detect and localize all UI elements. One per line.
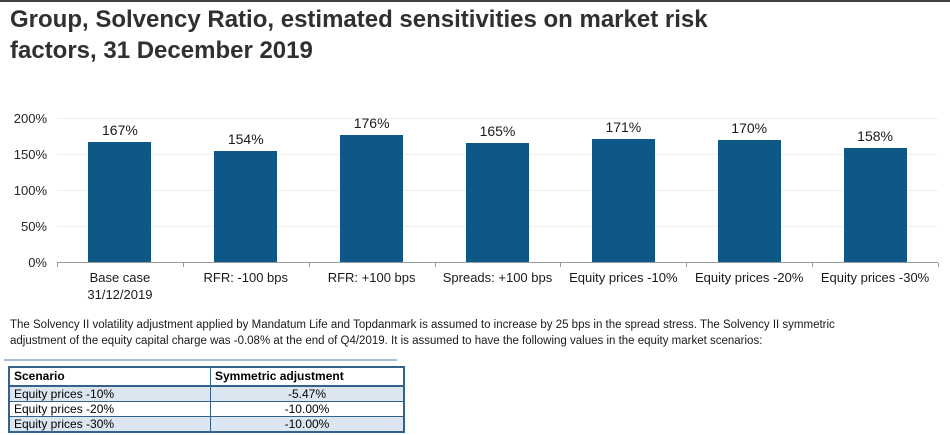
page-title-line-1: Group, Solvency Ratio, estimated sensiti… [10, 6, 708, 33]
symmetric-adjustment-cell: -10.00% [210, 416, 405, 433]
bar-value-label: 158% [857, 128, 893, 145]
scenario-cell: Equity prices -20% [8, 401, 211, 417]
page-title-line-2: factors, 31 December 2019 [10, 37, 313, 64]
bar [717, 139, 781, 262]
bar-value-label: 167% [102, 121, 138, 138]
symmetric-adjustment-table: Scenario Symmetric adjustment Equity pri… [8, 366, 405, 433]
y-axis-tick-label: 0% [28, 254, 47, 270]
table-header-row: Scenario Symmetric adjustment [9, 367, 405, 387]
y-axis-tick-label: 150% [13, 146, 47, 162]
chart-footnote: The Solvency II volatility adjustment ap… [10, 318, 940, 349]
bar [88, 141, 152, 262]
x-axis-tick [57, 263, 58, 267]
x-axis-category-label: RFR: +100 bps [327, 270, 416, 285]
bar-value-label: 165% [479, 123, 516, 140]
scenario-cell: Equity prices -30% [8, 416, 211, 433]
x-axis-tick [686, 263, 688, 267]
x-axis-tick [434, 263, 436, 267]
bar-value-label: 171% [605, 118, 642, 135]
bar-value-label: 154% [227, 131, 264, 148]
bar [843, 148, 907, 262]
bar-value-label: 170% [731, 119, 768, 136]
y-gridline [57, 118, 938, 119]
bar [466, 143, 529, 262]
x-axis-category-label: Equity prices -20% [695, 270, 804, 285]
x-axis-tick [812, 263, 814, 267]
x-axis-category-label: Base case 31/12/2019 [87, 270, 153, 302]
scenario-cell: Equity prices -10% [8, 385, 211, 402]
x-axis-category-label: RFR: -100 bps [203, 270, 289, 285]
symmetric-adjustment-cell: -5.47% [210, 385, 405, 402]
x-axis-tick [560, 263, 562, 267]
x-axis-category-label: Spreads: +100 bps [442, 270, 553, 285]
table-row: Equity prices -20% -10.00% [8, 401, 405, 417]
table-top-rule [4, 359, 397, 361]
x-axis-tick [182, 263, 184, 267]
x-axis-tick [308, 263, 310, 267]
symmetric-adjustment-cell: -10.00% [210, 401, 405, 417]
table-row: Equity prices -30% -10.00% [8, 416, 405, 433]
x-axis-category-label: Equity prices -30% [820, 270, 930, 285]
x-axis-tick [938, 263, 939, 267]
bar [591, 138, 655, 262]
page-top-border [0, 0, 950, 2]
page-title: Group, Solvency Ratio, estimated sensiti… [10, 4, 930, 66]
table-header-scenario: Scenario [9, 367, 211, 387]
x-axis-category-label: Equity prices -10% [569, 270, 678, 285]
bar-value-label: 176% [353, 115, 390, 132]
bar [214, 151, 278, 262]
footnote-line-2: adjustment of the equity capital charge … [10, 334, 763, 347]
table-header-symmetric-adjustment: Symmetric adjustment [210, 367, 405, 387]
y-axis-tick-label: 50% [20, 218, 47, 234]
x-axis-line [57, 262, 938, 263]
y-axis-tick-label: 100% [13, 182, 47, 198]
y-axis-tick-label: 200% [13, 110, 47, 126]
footnote-line-1: The Solvency II volatility adjustment ap… [10, 319, 835, 331]
table-row: Equity prices -10% -5.47% [8, 385, 405, 402]
bar [340, 135, 404, 262]
